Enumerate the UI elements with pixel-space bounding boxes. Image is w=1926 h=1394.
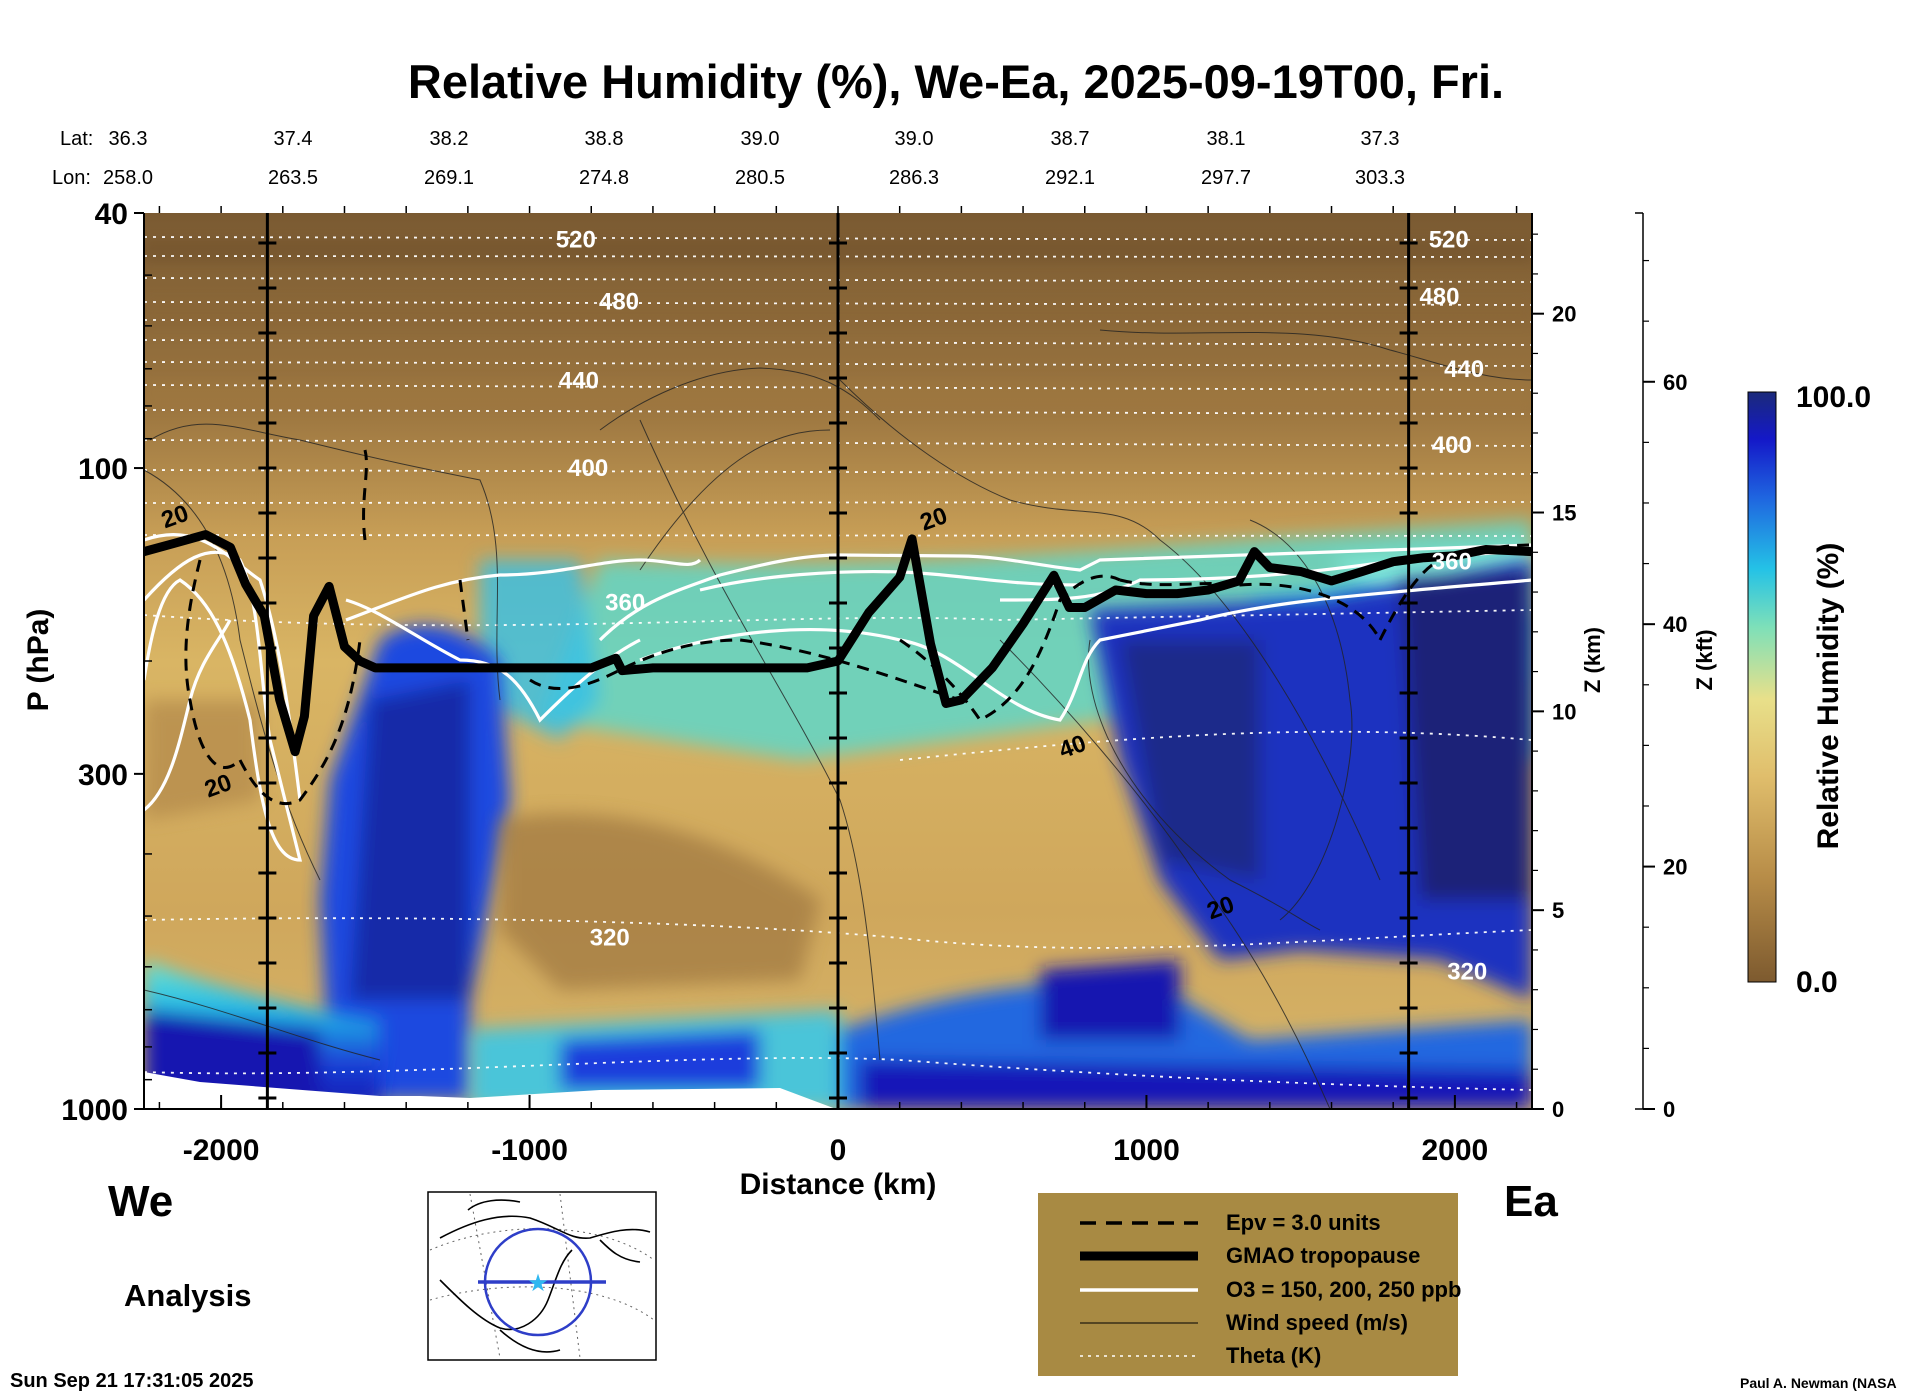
timestamp: Sun Sep 21 17:31:05 2025 [10, 1370, 253, 1392]
legend-epv: Epv = 3.0 units [1226, 1210, 1381, 1235]
lon-value: 274.8 [579, 167, 629, 189]
z-kft-tick-label: 0 [1663, 1097, 1675, 1122]
run-type: Analysis [124, 1278, 252, 1313]
z-km-tick-label: 5 [1552, 898, 1564, 923]
x-tick-label: -1000 [491, 1134, 568, 1167]
colorbar-label: Relative Humidity (%) [1812, 543, 1845, 850]
lat-value: 38.1 [1207, 128, 1246, 150]
locator-map: ★ [427, 1191, 657, 1361]
theta-label: 480 [1419, 284, 1459, 311]
lat-value: 38.2 [430, 128, 469, 150]
theta-label: 440 [1444, 356, 1484, 383]
z-km-tick-label: 15 [1552, 501, 1576, 526]
theta-label: 400 [568, 455, 608, 482]
x-tick-label: 1000 [1113, 1134, 1180, 1167]
colorbar [1747, 391, 1777, 983]
theta-label: 520 [1429, 227, 1469, 254]
legend-wind: Wind speed (m/s) [1226, 1310, 1408, 1335]
theta-label: 360 [1432, 549, 1472, 576]
lon-value: 303.3 [1355, 167, 1405, 189]
y-axis-pressure: 40 100 300 1000 [61, 198, 152, 1127]
z-kft-tick-label: 60 [1663, 370, 1687, 395]
legend-tropopause: GMAO tropopause [1226, 1243, 1420, 1268]
y-tick-label: 1000 [61, 1094, 128, 1127]
theta-label: 520 [556, 227, 596, 254]
chart-title: Relative Humidity (%), We-Ea, 2025-09-19… [408, 55, 1504, 108]
theta-label: 440 [559, 367, 599, 394]
z-km-tick-label: 20 [1552, 302, 1576, 327]
legend-ozone: O3 = 150, 200, 250 ppb [1226, 1277, 1461, 1302]
theta-label: 320 [590, 924, 630, 951]
theta-label: 480 [599, 289, 639, 316]
lat-value: 37.3 [1361, 128, 1400, 150]
lat-value: 39.0 [741, 128, 780, 150]
y-tick-label: 40 [95, 198, 128, 231]
lon-value: 292.1 [1045, 167, 1095, 189]
lat-value: 38.7 [1051, 128, 1090, 150]
z-km-tick-label: 10 [1552, 699, 1576, 724]
lon-value: 263.5 [268, 167, 318, 189]
section-markers [258, 213, 1418, 1109]
z-km-label: Z (km) [1580, 627, 1605, 693]
theta-labels: 520 480 440 400 360 320 520 480 440 400 360 320 [556, 227, 1487, 986]
lon-value: 258.0 [103, 167, 153, 189]
theta-label: 320 [1447, 958, 1487, 985]
z-kft-tick-label: 20 [1663, 855, 1687, 880]
credit: Paul A. Newman (NASA [1740, 1375, 1897, 1391]
colorbar-min: 0.0 [1796, 966, 1838, 999]
x-tick-label: 2000 [1422, 1134, 1489, 1167]
lon-value: 286.3 [889, 167, 939, 189]
legend-theta: Theta (K) [1226, 1343, 1321, 1368]
lat-value: 36.3 [109, 128, 148, 150]
lat-label: Lat: [60, 128, 93, 150]
lat-value: 39.0 [895, 128, 934, 150]
lat-value: 38.8 [585, 128, 624, 150]
x-axis: -2000 -1000 0 1000 2000 [158, 206, 1518, 1167]
lon-label: Lon: [52, 167, 91, 189]
tropopause-line [144, 530, 1532, 757]
z-km-tick-label: 0 [1552, 1097, 1564, 1122]
z-kft-axis: 0 20 40 60 [1635, 212, 1687, 1122]
z-kft-label: Z (kft) [1692, 629, 1717, 690]
theta-label: 360 [605, 589, 645, 616]
lon-value: 269.1 [424, 167, 474, 189]
center-star-icon: ★ [527, 1269, 549, 1297]
lon-value: 297.7 [1201, 167, 1251, 189]
y-tick-label: 300 [78, 759, 128, 792]
x-tick-label: -2000 [183, 1134, 260, 1167]
lat-lon-header: 36.3 37.4 38.2 38.8 39.0 39.0 38.7 38.1 37.3 258.… [103, 128, 1405, 189]
z-kft-tick-label: 40 [1663, 612, 1687, 637]
west-label: We [108, 1177, 173, 1226]
x-tick-label: 0 [830, 1134, 847, 1167]
theta-label: 400 [1432, 432, 1472, 459]
x-axis-label: Distance (km) [740, 1168, 937, 1201]
colorbar-max: 100.0 [1796, 381, 1871, 414]
east-label: Ea [1504, 1177, 1558, 1226]
y-axis-label: P (hPa) [22, 609, 55, 712]
z-km-axis: 0 5 10 15 20 [1532, 233, 1576, 1122]
y-tick-label: 100 [78, 453, 128, 486]
lon-value: 280.5 [735, 167, 785, 189]
lat-value: 37.4 [274, 128, 313, 150]
legend: Epv = 3.0 units GMAO tropopause O3 = 150… [1038, 1193, 1461, 1376]
